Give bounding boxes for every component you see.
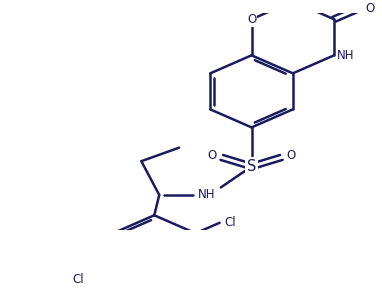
Text: O: O <box>207 149 217 162</box>
Text: NH: NH <box>198 188 215 201</box>
Text: Cl: Cl <box>72 273 84 286</box>
Text: NH: NH <box>337 49 354 62</box>
Text: Cl: Cl <box>225 216 236 229</box>
Text: O: O <box>247 13 256 26</box>
Text: O: O <box>286 149 296 162</box>
Text: S: S <box>247 159 256 174</box>
Text: O: O <box>365 1 374 14</box>
